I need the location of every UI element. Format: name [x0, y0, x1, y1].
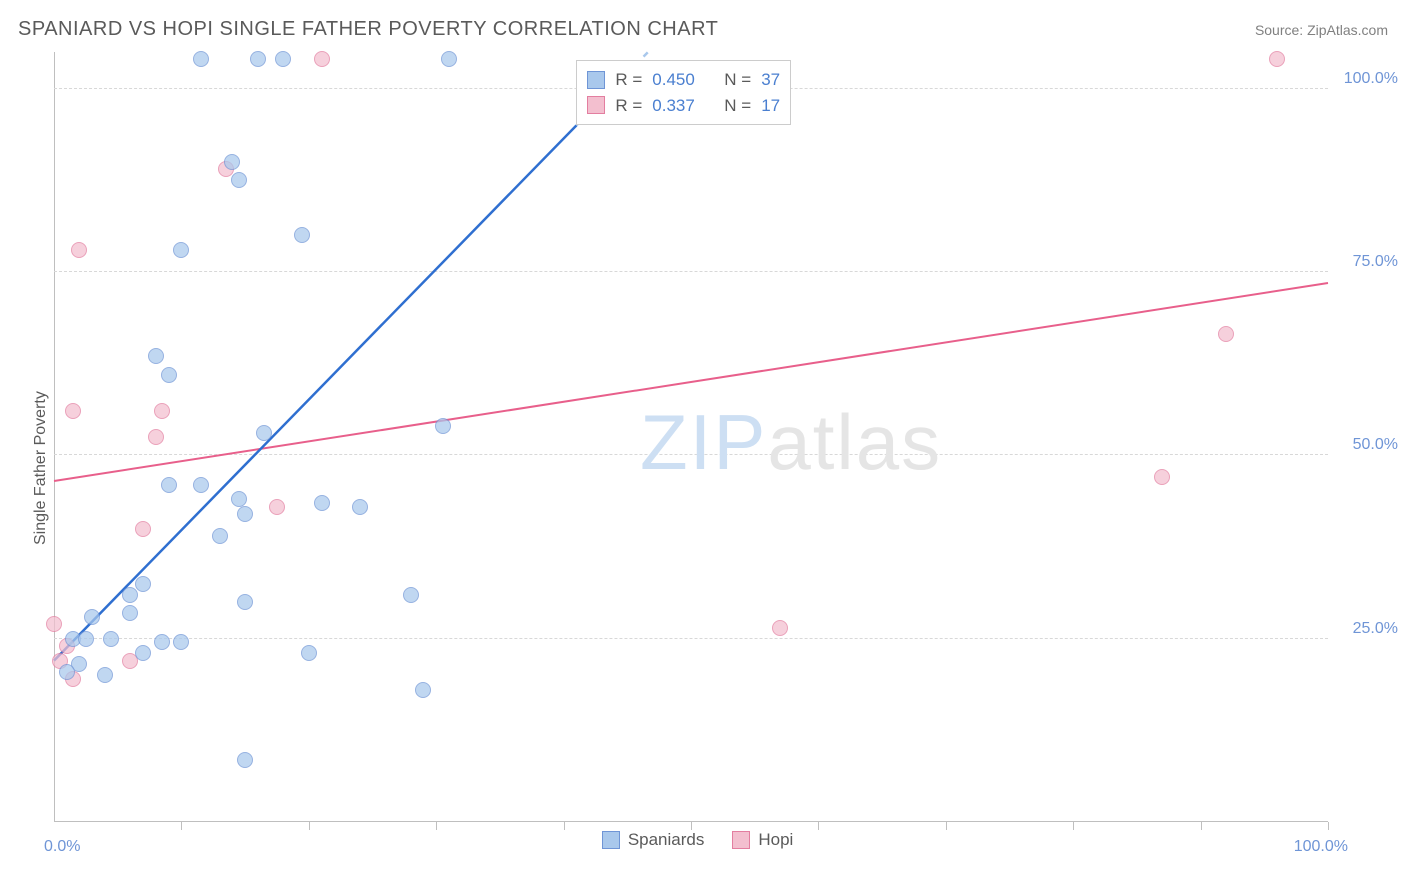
data-point-hopi	[1269, 51, 1285, 67]
n-value: 17	[761, 93, 780, 119]
data-point-spaniards	[294, 227, 310, 243]
x-tick	[564, 822, 565, 830]
data-point-spaniards	[78, 631, 94, 647]
data-point-spaniards	[193, 477, 209, 493]
legend-swatch	[587, 96, 605, 114]
data-point-spaniards	[97, 667, 113, 683]
data-point-spaniards	[122, 605, 138, 621]
stat-label: N =	[724, 67, 751, 93]
x-tick	[309, 822, 310, 830]
y-tick-label: 75.0%	[1338, 253, 1398, 271]
data-point-spaniards	[212, 528, 228, 544]
x-tick	[1328, 822, 1329, 830]
data-point-spaniards	[135, 645, 151, 661]
y-tick-label: 50.0%	[1338, 436, 1398, 454]
correlation-stats-box: R = 0.450 N = 37R = 0.337 N = 17	[576, 60, 791, 125]
data-point-spaniards	[435, 418, 451, 434]
stat-label: R =	[615, 67, 642, 93]
x-tick	[1073, 822, 1074, 830]
data-point-spaniards	[352, 499, 368, 515]
r-value: 0.337	[652, 93, 695, 119]
data-point-spaniards	[59, 664, 75, 680]
data-point-hopi	[269, 499, 285, 515]
chart-header: SPANIARD VS HOPI SINGLE FATHER POVERTY C…	[18, 18, 1388, 41]
data-point-hopi	[135, 521, 151, 537]
data-point-spaniards	[237, 752, 253, 768]
data-point-spaniards	[441, 51, 457, 67]
data-point-hopi	[772, 620, 788, 636]
data-point-spaniards	[154, 634, 170, 650]
gridline	[54, 271, 1328, 272]
watermark: ZIPatlas	[640, 397, 942, 488]
data-point-spaniards	[415, 682, 431, 698]
legend-label: Spaniards	[628, 830, 705, 850]
data-point-spaniards	[403, 587, 419, 603]
data-point-spaniards	[173, 242, 189, 258]
legend-swatch	[732, 831, 750, 849]
data-point-spaniards	[256, 425, 272, 441]
y-axis-label: Single Father Poverty	[32, 391, 50, 545]
data-point-spaniards	[193, 51, 209, 67]
y-tick-label: 25.0%	[1338, 620, 1398, 638]
legend-item-spaniards: Spaniards	[602, 830, 705, 850]
data-point-spaniards	[161, 367, 177, 383]
data-point-spaniards	[301, 645, 317, 661]
data-point-hopi	[148, 429, 164, 445]
data-point-spaniards	[237, 506, 253, 522]
data-point-spaniards	[173, 634, 189, 650]
r-value: 0.450	[652, 67, 695, 93]
source-attribution: Source: ZipAtlas.com	[1255, 22, 1388, 38]
data-point-hopi	[65, 403, 81, 419]
legend-swatch	[587, 71, 605, 89]
x-tick	[436, 822, 437, 830]
series-legend: Spaniards Hopi	[602, 830, 794, 850]
stats-row-hopi: R = 0.337 N = 17	[587, 93, 780, 119]
data-point-spaniards	[314, 495, 330, 511]
data-point-spaniards	[135, 576, 151, 592]
stat-label: N =	[724, 93, 751, 119]
data-point-spaniards	[250, 51, 266, 67]
n-value: 37	[761, 67, 780, 93]
data-point-spaniards	[148, 348, 164, 364]
x-tick	[1201, 822, 1202, 830]
data-point-hopi	[1218, 326, 1234, 342]
data-point-hopi	[1154, 469, 1170, 485]
x-tick	[946, 822, 947, 830]
gridline	[54, 454, 1328, 455]
stat-label: R =	[615, 93, 642, 119]
x-tick	[818, 822, 819, 830]
data-point-hopi	[71, 242, 87, 258]
data-point-spaniards	[224, 154, 240, 170]
x-tick	[691, 822, 692, 830]
legend-label: Hopi	[758, 830, 793, 850]
data-point-spaniards	[275, 51, 291, 67]
gridline	[54, 638, 1328, 639]
scatter-chart: 25.0%50.0%75.0%100.0%0.0%100.0%ZIPatlasR…	[54, 52, 1328, 822]
trend-lines	[54, 52, 1328, 822]
data-point-spaniards	[84, 609, 100, 625]
legend-swatch	[602, 831, 620, 849]
data-point-hopi	[154, 403, 170, 419]
data-point-spaniards	[122, 587, 138, 603]
y-axis-line	[54, 52, 55, 822]
data-point-spaniards	[237, 594, 253, 610]
stats-row-spaniards: R = 0.450 N = 37	[587, 67, 780, 93]
data-point-spaniards	[161, 477, 177, 493]
x-tick-label: 100.0%	[1294, 838, 1348, 856]
data-point-spaniards	[231, 491, 247, 507]
data-point-spaniards	[103, 631, 119, 647]
x-tick	[181, 822, 182, 830]
data-point-hopi	[314, 51, 330, 67]
data-point-hopi	[46, 616, 62, 632]
legend-item-hopi: Hopi	[732, 830, 793, 850]
data-point-spaniards	[231, 172, 247, 188]
x-tick-label: 0.0%	[44, 838, 80, 856]
chart-title: SPANIARD VS HOPI SINGLE FATHER POVERTY C…	[18, 18, 718, 41]
y-tick-label: 100.0%	[1338, 70, 1398, 88]
